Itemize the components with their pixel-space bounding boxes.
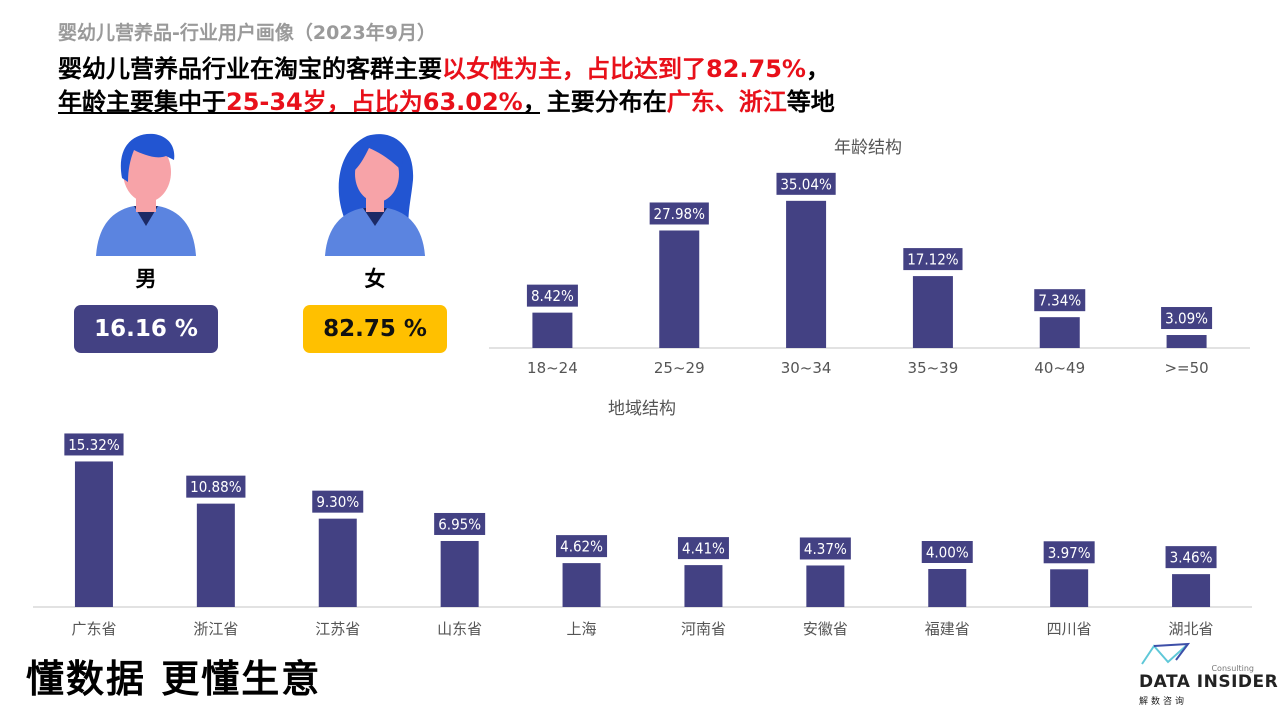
region-data-label: 4.62% bbox=[560, 538, 603, 556]
male-label: 男 bbox=[135, 267, 157, 291]
region-data-label-bg bbox=[1043, 541, 1095, 564]
age-tick-label: 35~39 bbox=[908, 359, 959, 377]
region-tick-label: 福建省 bbox=[925, 620, 970, 638]
region-data-label: 3.97% bbox=[1048, 544, 1091, 562]
age-bar bbox=[912, 276, 953, 348]
age-tick-label: >=50 bbox=[1164, 359, 1208, 377]
age-bar bbox=[1039, 317, 1080, 348]
age-data-label: 17.12% bbox=[907, 251, 959, 269]
age-bar bbox=[1166, 335, 1207, 348]
age-tick-label: 40~49 bbox=[1034, 359, 1085, 377]
region-data-label: 4.37% bbox=[804, 540, 847, 558]
region-bar bbox=[440, 540, 479, 607]
age-data-label: 3.09% bbox=[1165, 310, 1208, 328]
region-data-label-bg bbox=[64, 433, 124, 456]
headline-2-highlight-2: 广东、浙江 bbox=[666, 88, 787, 116]
region-bar bbox=[74, 461, 113, 607]
headline-2-mid: ，主要分布在 bbox=[522, 88, 667, 116]
region-tick-label: 湖北省 bbox=[1169, 620, 1214, 638]
region-bar bbox=[1172, 574, 1211, 607]
region-bar bbox=[928, 569, 967, 607]
region-data-label-bg bbox=[1165, 546, 1217, 569]
region-tick-label: 安徽省 bbox=[803, 620, 848, 638]
headline-2-prefix: 年龄主要集中于 bbox=[58, 88, 226, 116]
age-data-label-bg bbox=[1034, 289, 1086, 312]
page-subtitle: 婴幼儿营养品-行业用户画像（2023年9月） bbox=[58, 22, 436, 44]
region-data-label: 10.88% bbox=[190, 478, 242, 496]
female-percentage-badge: 82.75 % bbox=[303, 305, 447, 353]
region-bar bbox=[806, 565, 845, 607]
headline-2-highlight: 25-34岁，占比为63.02% bbox=[226, 88, 523, 116]
headline-2-suffix: 等地 bbox=[786, 88, 835, 116]
region-bar bbox=[318, 518, 357, 607]
age-tick-label: 18~24 bbox=[527, 359, 578, 377]
headline-underline bbox=[58, 112, 540, 114]
age-data-label-bg bbox=[776, 172, 836, 195]
age-chart-title: 年龄结构 bbox=[834, 138, 902, 158]
age-data-label: 27.98% bbox=[654, 205, 706, 223]
region-data-label: 9.30% bbox=[316, 493, 359, 511]
slogan: 懂数据 更懂生意 bbox=[26, 657, 322, 701]
logo-consulting: Consulting bbox=[1211, 664, 1254, 673]
region-bar bbox=[562, 563, 601, 607]
headline-line-1: 婴幼儿营养品行业在淘宝的客群主要以女性为主，占比达到了82.75%， bbox=[58, 49, 830, 84]
logo-mark-icon bbox=[1141, 642, 1191, 665]
age-data-label: 8.42% bbox=[531, 287, 574, 305]
logo-cn-text: 解数咨询 bbox=[1139, 697, 1188, 707]
region-data-label: 3.46% bbox=[1170, 549, 1213, 567]
region-data-label-bg bbox=[677, 537, 729, 560]
region-data-label-bg bbox=[434, 512, 486, 535]
region-tick-label: 江苏省 bbox=[315, 620, 360, 638]
age-bar bbox=[659, 230, 700, 348]
headline-1-prefix: 婴幼儿营养品行业在淘宝的客群主要 bbox=[58, 55, 442, 83]
region-data-label-bg bbox=[556, 535, 608, 558]
region-tick-label: 四川省 bbox=[1047, 620, 1092, 638]
region-chart-title: 地域结构 bbox=[608, 399, 676, 419]
female-person-icon bbox=[325, 134, 425, 256]
age-data-label-bg bbox=[903, 248, 963, 271]
region-tick-label: 山东省 bbox=[437, 620, 482, 638]
headline-line-2: 年龄主要集中于25-34岁，占比为63.02%，主要分布在广东、浙江等地 bbox=[58, 82, 835, 117]
region-data-label: 4.00% bbox=[926, 544, 969, 562]
age-data-label: 35.04% bbox=[780, 175, 832, 193]
age-bar bbox=[532, 312, 573, 348]
age-bar bbox=[786, 200, 827, 348]
female-label: 女 bbox=[364, 267, 386, 291]
headline-1-suffix: ， bbox=[805, 55, 830, 83]
region-data-label-bg bbox=[186, 475, 246, 498]
male-person-icon bbox=[96, 133, 196, 256]
region-tick-label: 浙江省 bbox=[193, 620, 238, 638]
age-data-label-bg bbox=[649, 202, 709, 225]
age-tick-label: 25~29 bbox=[654, 359, 705, 377]
region-bar bbox=[196, 503, 235, 607]
age-data-label-bg bbox=[526, 284, 578, 307]
region-data-label-bg bbox=[312, 490, 364, 513]
region-bar bbox=[1050, 569, 1089, 607]
data-insider-logo: Consulting DATA INSIDER 解数咨询 bbox=[1136, 640, 1278, 710]
region-tick-label: 广东省 bbox=[71, 620, 116, 638]
region-data-label: 4.41% bbox=[682, 540, 725, 558]
age-data-label: 7.34% bbox=[1038, 292, 1081, 310]
region-data-label-bg bbox=[799, 537, 851, 560]
region-bar bbox=[684, 565, 723, 607]
region-data-label: 15.32% bbox=[68, 436, 120, 454]
region-tick-label: 河南省 bbox=[681, 620, 726, 638]
region-data-label: 6.95% bbox=[438, 515, 481, 533]
age-data-label-bg bbox=[1161, 307, 1213, 330]
male-percentage-badge: 16.16 % bbox=[74, 305, 218, 353]
region-data-label-bg bbox=[921, 541, 973, 563]
logo-main-text: DATA INSIDER bbox=[1139, 672, 1279, 692]
headline-1-highlight: 以女性为主，占比达到了82.75% bbox=[442, 55, 806, 83]
age-tick-label: 30~34 bbox=[781, 359, 832, 377]
region-tick-label: 上海 bbox=[567, 620, 597, 638]
age-chart: 年龄结构 8.42% 18~24 27.98% 25~29 35.04% 30~34 17.1… bbox=[489, 138, 1250, 377]
region-chart: 地域结构 15.32% 广东省 10.88% 浙江省 9.30% 江苏省 6.95% 山东省 4.… bbox=[33, 399, 1252, 638]
